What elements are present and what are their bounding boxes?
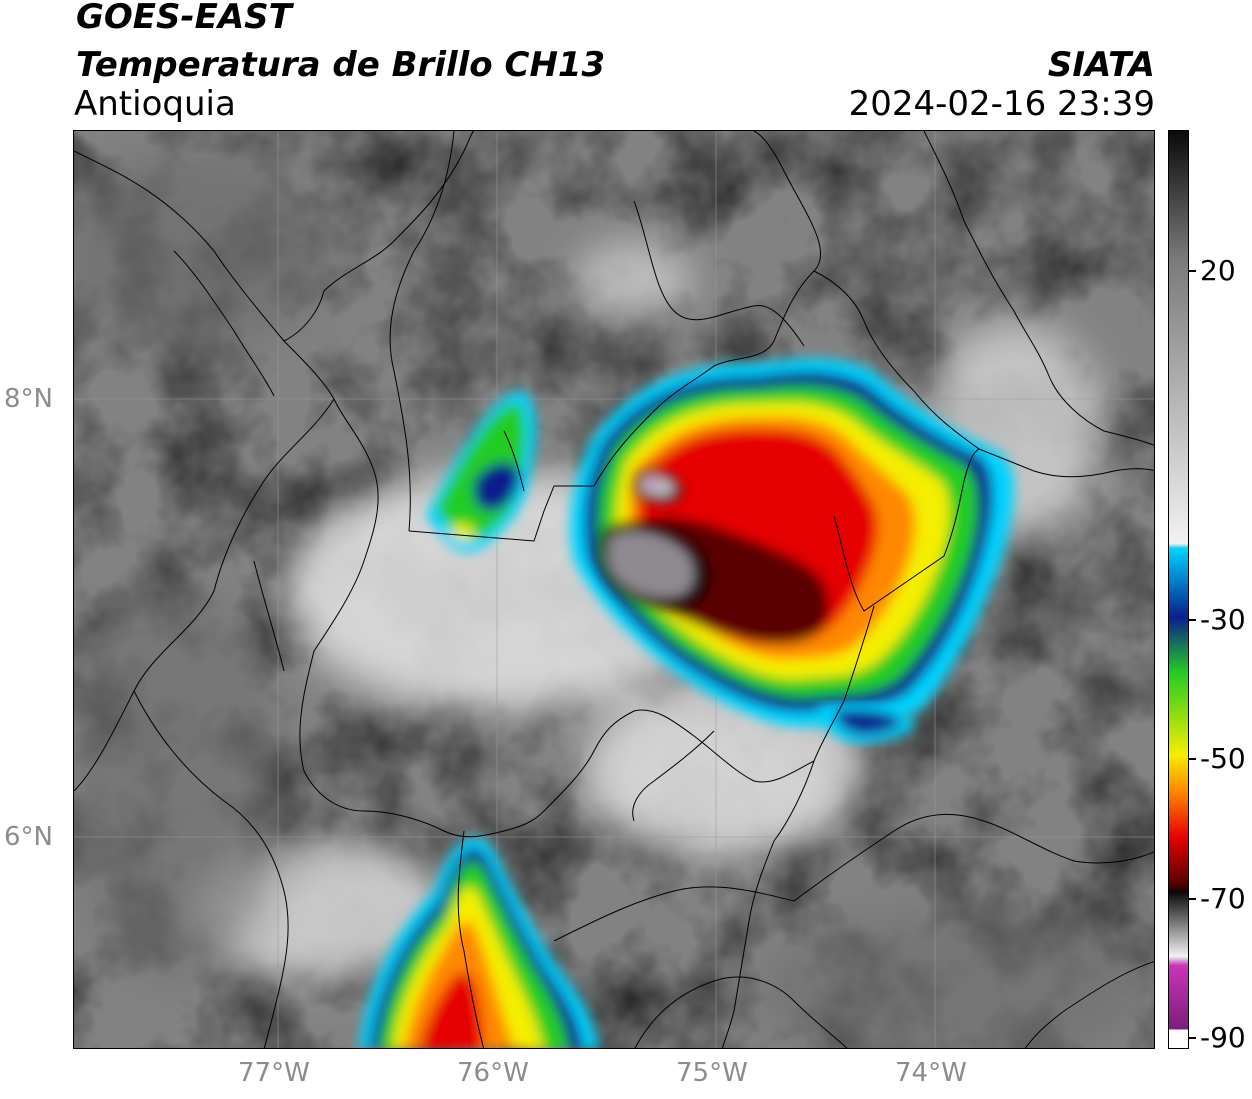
colorbar-label-minus90: -90 xyxy=(1200,1021,1246,1054)
datetime-label: 2024-02-16 23:39 xyxy=(848,84,1155,124)
storm-cell-main xyxy=(570,358,1014,727)
colorbar-label-minus30: -30 xyxy=(1200,603,1246,636)
lon-tick-76w: 76°W xyxy=(457,1058,529,1088)
lat-tick-6n: 6°N xyxy=(4,822,53,852)
storm-core xyxy=(599,469,708,607)
lon-tick-77w: 77°W xyxy=(238,1058,310,1088)
colorbar-tick-minus70 xyxy=(1189,898,1196,900)
colorbar-tick-minus50 xyxy=(1189,758,1196,760)
brightness-temperature-field xyxy=(74,131,1154,1048)
agency-label: SIATA xyxy=(1047,45,1155,85)
borders xyxy=(74,131,1154,1048)
colorbar-label-minus70: -70 xyxy=(1200,882,1246,915)
colorbar-tick-20 xyxy=(1189,270,1196,272)
graticule xyxy=(74,131,1154,1048)
colorbar-tick-minus90 xyxy=(1189,1037,1196,1039)
colorbar-tick-minus30 xyxy=(1189,619,1196,621)
satellite-title: GOES-EAST xyxy=(76,0,292,37)
colorbar-label-minus50: -50 xyxy=(1200,742,1246,775)
storm-cell-south xyxy=(359,836,599,1048)
storm-cell-east xyxy=(819,704,915,743)
region-title: Antioquia xyxy=(74,84,236,124)
colorbar-label-20: 20 xyxy=(1200,254,1236,287)
temperature-colorbar xyxy=(1168,130,1189,1049)
storm-cell-northwest xyxy=(426,390,536,552)
lon-tick-75w: 75°W xyxy=(676,1058,748,1088)
lat-tick-8n: 8°N xyxy=(4,384,53,414)
lon-tick-74w: 74°W xyxy=(895,1058,967,1088)
product-title: Temperatura de Brillo CH13 xyxy=(76,45,606,85)
satellite-map xyxy=(73,130,1155,1049)
